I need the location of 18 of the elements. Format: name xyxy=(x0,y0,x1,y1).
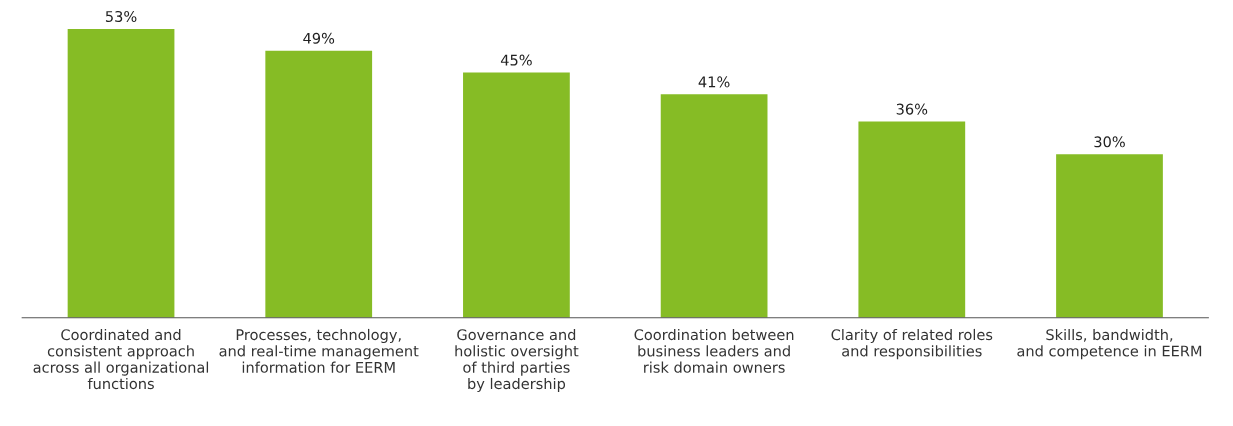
bar xyxy=(858,121,966,318)
x-tick-label: Governance and holistic oversight of third parties by leadership xyxy=(455,328,579,393)
data-label: 30% xyxy=(1094,136,1125,148)
data-label: 36% xyxy=(896,103,928,115)
data-label: 45% xyxy=(500,54,532,66)
x-tick-label: Coordination between business leaders and risk domain owners xyxy=(634,328,794,373)
bar xyxy=(463,72,570,318)
x-tick-label: Coordinated and consistent approach across all organizational functions xyxy=(33,328,209,390)
data-label: 41% xyxy=(698,76,730,88)
x-tick-label: Skills, bandwidth, and competence in EERM xyxy=(1017,328,1202,360)
bar xyxy=(67,28,175,318)
x-tick-label: Processes, technology, and real-time management information for EERM xyxy=(219,328,419,373)
x-tick-label: Clarity of related roles and responsibilities xyxy=(831,328,993,360)
bar xyxy=(265,50,373,318)
bar xyxy=(660,94,768,318)
data-label: 49% xyxy=(303,32,335,44)
data-label: 53% xyxy=(105,10,137,22)
bar xyxy=(1056,154,1163,318)
